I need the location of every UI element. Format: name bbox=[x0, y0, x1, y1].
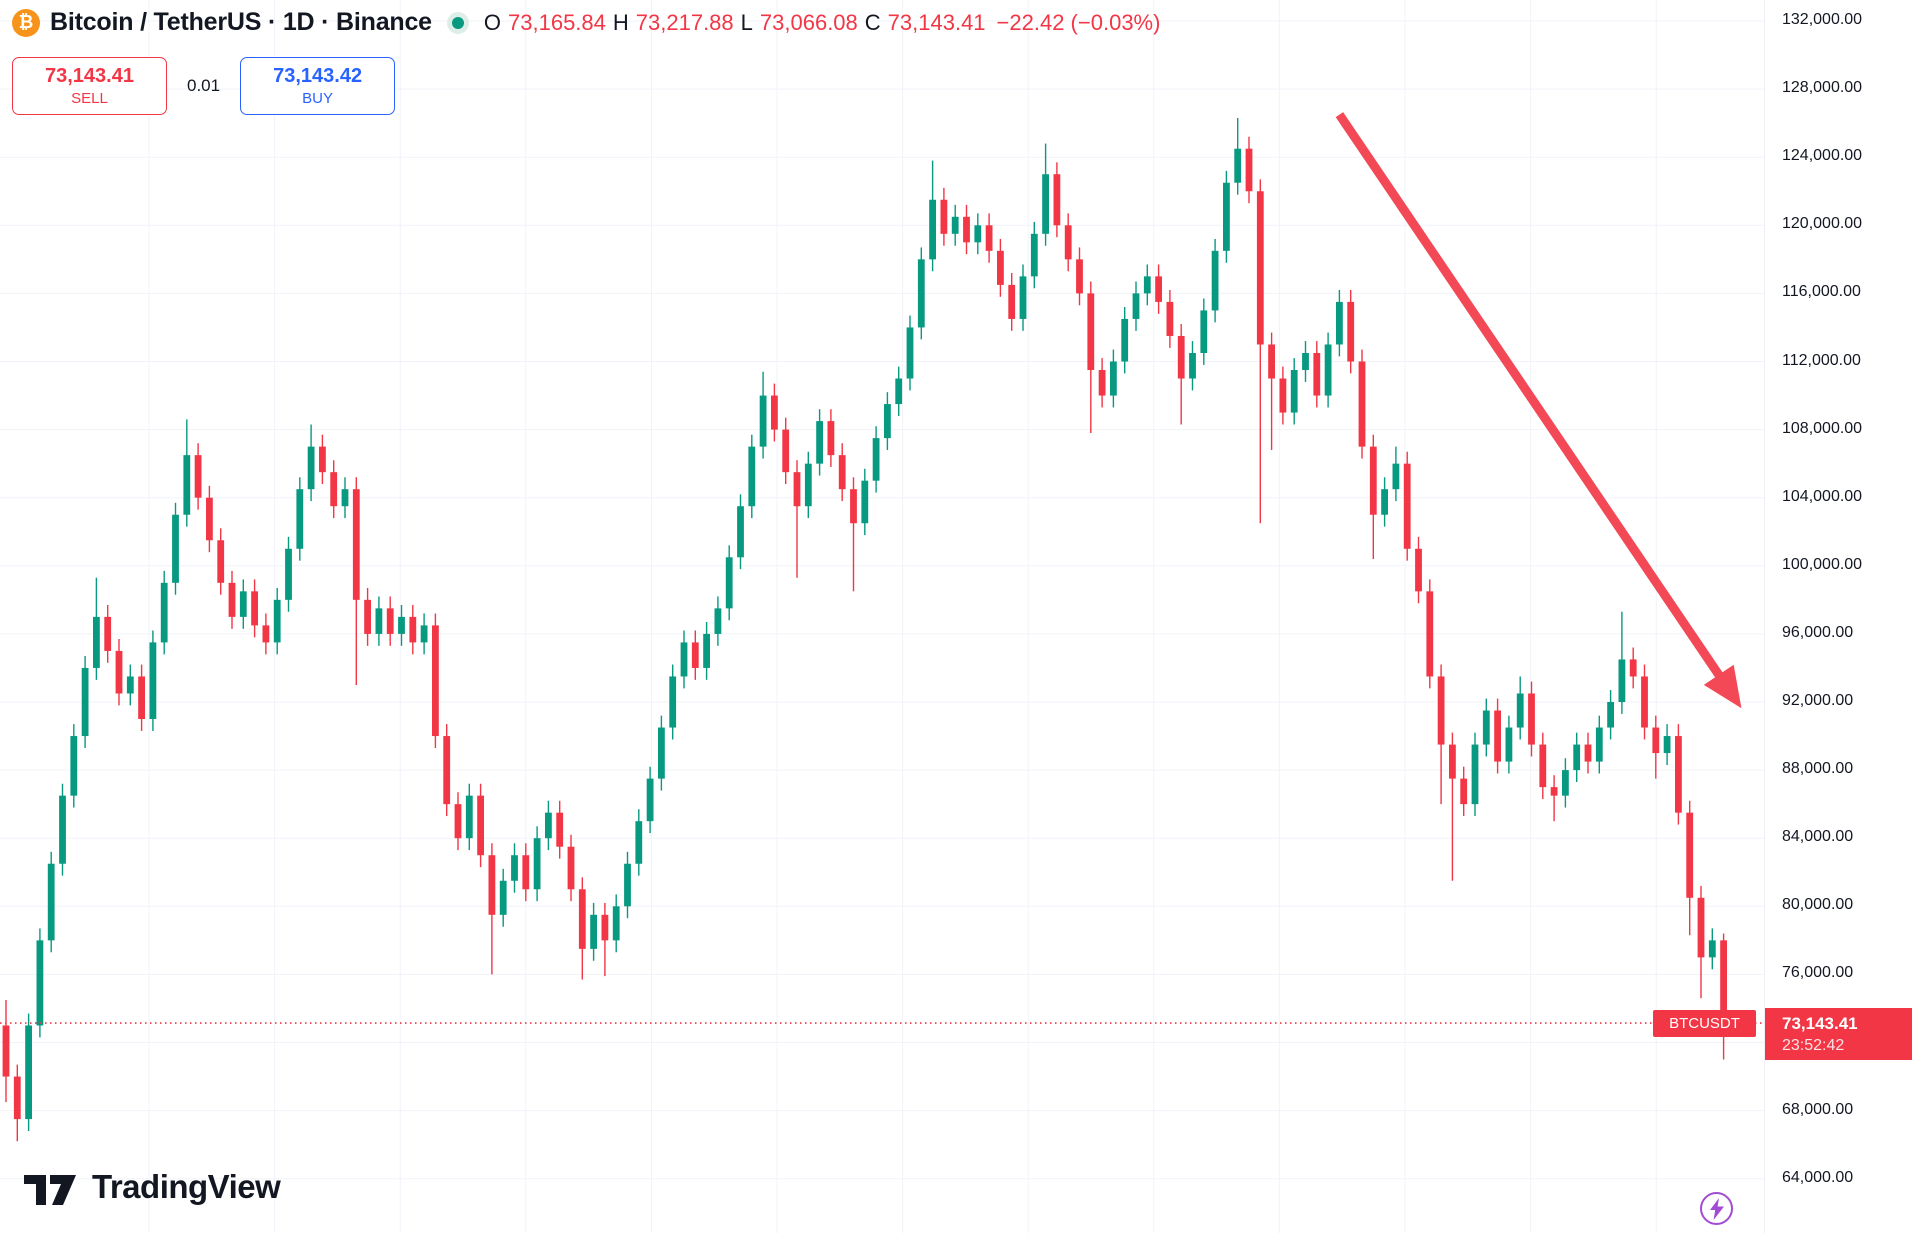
last-price-value: 73,143.41 bbox=[1782, 1014, 1858, 1034]
price-scale-label: 104,000.00 bbox=[1782, 487, 1863, 505]
tradingview-logo-text: TradingView bbox=[92, 1168, 281, 1205]
lightning-bolt-icon[interactable] bbox=[1700, 1192, 1733, 1225]
close-label: C bbox=[864, 9, 881, 35]
candles bbox=[2, 118, 1727, 1142]
lightning-bolt-glyph bbox=[1709, 1197, 1724, 1220]
high-label: H bbox=[612, 9, 629, 35]
bitcoin-icon: ₿ bbox=[12, 8, 40, 37]
close-value: 73,143.41 bbox=[887, 9, 986, 35]
price-scale-label: 112,000.00 bbox=[1782, 351, 1861, 369]
tradingview-logo[interactable]: TradingView bbox=[24, 1168, 281, 1206]
price-scale-label: 96,000.00 bbox=[1782, 623, 1854, 641]
price-scale-label: 108,000.00 bbox=[1782, 419, 1863, 437]
symbol-title[interactable]: Bitcoin / TetherUS · 1D · Binance bbox=[50, 8, 432, 36]
price-scale-label: 88,000.00 bbox=[1782, 760, 1854, 778]
price-line-symbol-badge: BTCUSDT bbox=[1653, 1010, 1756, 1038]
price-scale-label: 120,000.00 bbox=[1782, 215, 1863, 233]
buy-button[interactable]: 73,143.42 BUY bbox=[240, 57, 396, 115]
price-scale-label: 64,000.00 bbox=[1782, 1168, 1854, 1186]
low-value: 73,066.08 bbox=[759, 9, 858, 35]
buy-price: 73,143.42 bbox=[273, 65, 363, 87]
price-scale-label: 132,000.00 bbox=[1782, 11, 1863, 28]
price-scale-label: 68,000.00 bbox=[1782, 1100, 1854, 1118]
trend-arrow-annotation[interactable] bbox=[1335, 112, 1742, 709]
countdown-timer: 23:52:42 bbox=[1782, 1037, 1845, 1055]
price-scale-label: 92,000.00 bbox=[1782, 692, 1854, 709]
price-scale-label: 84,000.00 bbox=[1782, 828, 1854, 846]
tradingview-logo-icon bbox=[24, 1175, 76, 1205]
trade-widget: 73,143.41 SELL 0.01 73,143.42 BUY bbox=[12, 57, 396, 115]
last-price-tag: 73,143.41 23:52:42 bbox=[1765, 1008, 1912, 1061]
buy-label: BUY bbox=[302, 90, 334, 107]
sell-button[interactable]: 73,143.41 SELL bbox=[12, 57, 167, 115]
sell-price: 73,143.41 bbox=[45, 65, 134, 87]
price-scale-label: 80,000.00 bbox=[1782, 896, 1854, 914]
open-label: O bbox=[483, 9, 502, 35]
symbol-header: ₿ Bitcoin / TetherUS · 1D · Binance O 73… bbox=[12, 8, 1160, 37]
market-status-icon bbox=[451, 16, 464, 29]
spread-value: 0.01 bbox=[187, 76, 221, 95]
price-scale-label: 128,000.00 bbox=[1782, 79, 1863, 97]
sell-label: SELL bbox=[71, 90, 108, 107]
low-label: L bbox=[740, 9, 753, 35]
price-scale-label: 100,000.00 bbox=[1782, 555, 1863, 573]
grid-lines bbox=[0, 0, 1765, 1233]
price-scale-label: 116,000.00 bbox=[1782, 283, 1861, 301]
price-scale-label: 124,000.00 bbox=[1782, 147, 1863, 165]
price-scale-label: 76,000.00 bbox=[1782, 964, 1854, 982]
open-value: 73,165.84 bbox=[508, 9, 606, 35]
change-value: −22.42 (−0.03%) bbox=[996, 9, 1161, 35]
ohlc-readout: O 73,165.84 H 73,217.88 L 73,066.08 C 73… bbox=[484, 10, 1161, 36]
high-value: 73,217.88 bbox=[635, 9, 734, 35]
